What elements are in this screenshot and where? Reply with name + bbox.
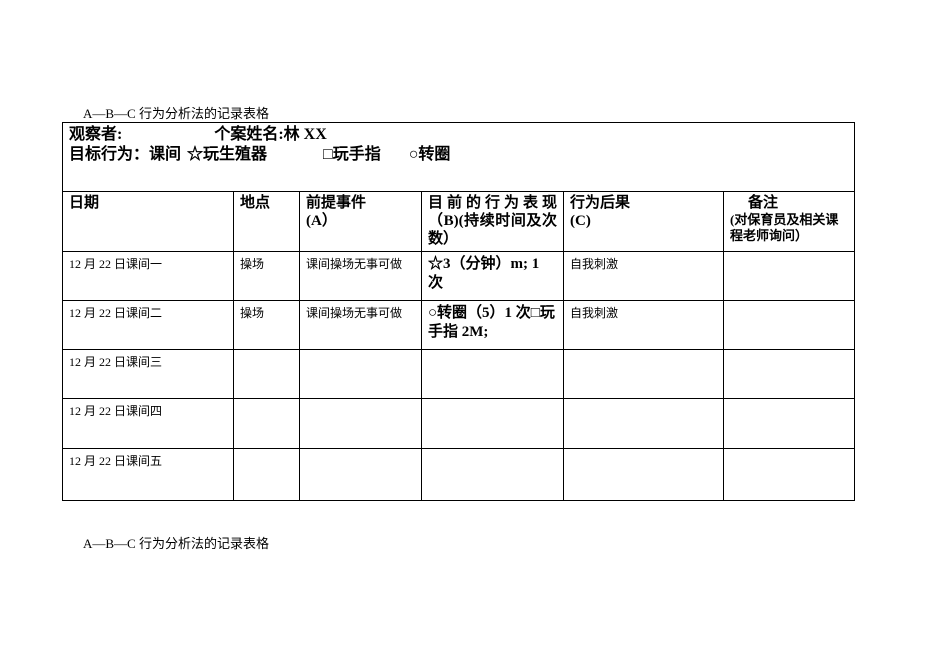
doc-title-bottom: A—B—C 行为分析法的记录表格: [83, 536, 269, 551]
cell-date: 12 月 22 日课间二: [62, 300, 234, 350]
cell-behavior: [421, 349, 564, 399]
cell-note: [722, 251, 856, 301]
target-option-square: □玩手指: [323, 146, 381, 163]
header-consequence-sub: (C): [570, 213, 591, 229]
cell-place: 操场: [233, 251, 300, 301]
doc-title-top: A—B—C 行为分析法的记录表格: [83, 106, 269, 121]
cell-place: [233, 448, 300, 501]
cell-consequence: [563, 398, 724, 449]
cell-place: [233, 349, 300, 399]
abc-record-table: 观察者: 个案姓名:林 XX 目标行为：课间 ☆玩生殖器 □玩手指 ○转圈 日期 地点 …: [61, 122, 856, 501]
header-consequence-label: 行为后果: [570, 195, 631, 211]
cell-note: [722, 398, 856, 449]
cell-behavior: [421, 448, 564, 501]
target-behavior-label: 目标行为：课间: [69, 146, 182, 163]
observer-label: 观察者:: [69, 126, 123, 143]
cell-date: 12 月 22 日课间四: [62, 398, 234, 449]
header-date: 日期: [62, 191, 234, 252]
cell-behavior: ○转圈（5）1 次□玩手指 2M;: [421, 300, 564, 350]
cell-note: [722, 448, 856, 501]
cell-note: [722, 349, 856, 399]
table-row: 12 月 22 日课间五: [62, 448, 856, 501]
target-option-circle: ○转圈: [408, 146, 451, 163]
cell-date: 12 月 22 日课间一: [62, 251, 234, 301]
header-place: 地点: [233, 191, 300, 252]
target-behavior-line: 目标行为：课间 ☆玩生殖器 □玩手指 ○转圈: [69, 145, 848, 165]
table-row: 12 月 22 日课间二 操场 课间操场无事可做 ○转圈（5）1 次□玩手指 2…: [62, 300, 856, 350]
header-consequence: 行为后果 (C): [563, 191, 724, 252]
table-row: 12 月 22 日课间一 操场 课间操场无事可做 ☆3（分钟）m; 1 次 自我…: [62, 251, 856, 301]
header-note-sub: (对保育员及相关课程老师询问）: [730, 212, 839, 243]
cell-consequence: 自我刺激: [563, 300, 724, 350]
cell-behavior: ☆3（分钟）m; 1 次: [421, 251, 564, 301]
cell-consequence: 自我刺激: [563, 251, 724, 301]
cell-place: 操场: [233, 300, 300, 350]
cell-consequence: [563, 349, 724, 399]
cell-place: [233, 398, 300, 449]
header-note: 备注 (对保育员及相关课程老师询问）: [722, 191, 856, 252]
cell-antecedent: [299, 448, 422, 501]
table-row: 12 月 22 日课间四: [62, 398, 856, 449]
cell-antecedent: 课间操场无事可做: [299, 300, 422, 350]
cell-date: 12 月 22 日课间五: [62, 448, 234, 501]
cell-behavior: [421, 398, 564, 449]
header-behavior: 目前的行为表现（B)(持续时间及次数）: [421, 191, 564, 252]
info-row: 观察者: 个案姓名:林 XX 目标行为：课间 ☆玩生殖器 □玩手指 ○转圈: [61, 122, 856, 192]
header-row: 日期 地点 前提事件 (A） 目前的行为表现（B)(持续时间及次数） 行为后果 …: [62, 191, 856, 252]
cell-antecedent: [299, 398, 422, 449]
cell-note: [722, 300, 856, 350]
cell-consequence: [563, 448, 724, 501]
observer-line: 观察者: 个案姓名:林 XX: [69, 125, 848, 145]
header-antecedent: 前提事件 (A）: [299, 191, 422, 252]
target-option-star: ☆玩生殖器: [187, 146, 268, 163]
table-row: 12 月 22 日课间三: [62, 349, 856, 399]
info-cell: 观察者: 个案姓名:林 XX 目标行为：课间 ☆玩生殖器 □玩手指 ○转圈: [61, 122, 856, 192]
header-antecedent-sub: (A）: [306, 213, 337, 229]
header-antecedent-label: 前提事件: [306, 195, 367, 211]
cell-antecedent: [299, 349, 422, 399]
case-name: 个案姓名:林 XX: [214, 126, 327, 143]
cell-date: 12 月 22 日课间三: [62, 349, 234, 399]
header-note-label: 备注: [748, 195, 779, 211]
cell-antecedent: 课间操场无事可做: [299, 251, 422, 301]
